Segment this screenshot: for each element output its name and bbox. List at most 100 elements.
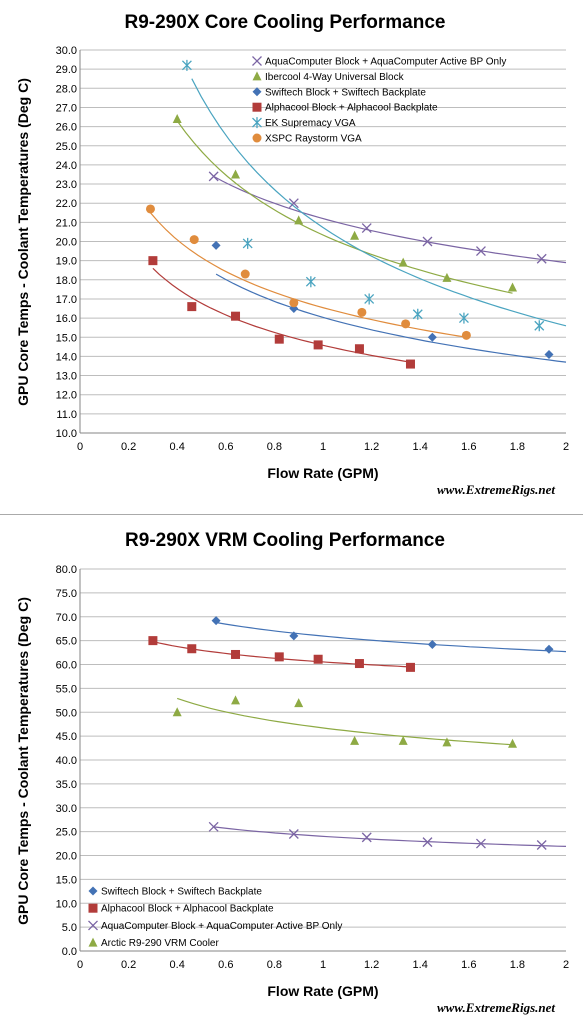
y-tick-label: 40.0: [56, 755, 77, 767]
x-axis-title: Flow Rate (GPM): [267, 983, 378, 999]
y-tick-label: 20.0: [56, 237, 77, 249]
legend-entry-5: EK Supremacy VGA: [265, 118, 356, 129]
core-cooling-chart: R9-290X Core Cooling Performance GPU Cor…: [15, 12, 569, 497]
data-point-series-2: [231, 649, 241, 659]
y-tick-label: 80.0: [56, 564, 77, 576]
legend-entry-4: Alphacool Block + Alphacool Backplate: [265, 103, 438, 114]
y-axis-title: GPU Core Temps - Coolant Temperatures (D…: [15, 597, 31, 925]
data-point-series-4: [508, 738, 518, 748]
data-point-series-1: [289, 631, 299, 641]
x-tick-label: 0.6: [218, 959, 233, 971]
data-point-series-1: [475, 246, 486, 257]
x-tick-label: 1.2: [364, 959, 379, 971]
trendline-series-6: [150, 212, 467, 338]
y-axis-title: GPU Core Temps - Coolant Temperatures (D…: [15, 78, 31, 406]
x-tick-label: 0.2: [121, 959, 136, 971]
x-tick-label: 1.6: [461, 959, 476, 971]
data-point-series-4: [405, 359, 415, 369]
y-tick-label: 0.0: [62, 946, 77, 958]
plot-area: 0.0 5.0 10.0 15.0 20.0 25.0 30.0 35.0 40.0 45.0 50…: [56, 564, 569, 971]
data-point-series-4: [148, 256, 158, 266]
y-tick-label: 19.0: [56, 256, 77, 268]
x-tick-label: 1.8: [510, 441, 525, 453]
y-tick-label: 28.0: [56, 83, 77, 95]
data-point-series-6: [189, 235, 199, 245]
data-point-series-2: [148, 636, 158, 646]
data-point-series-2: [294, 215, 304, 225]
trendline-series-3: [213, 826, 567, 847]
y-tick-label: 30.0: [56, 45, 77, 57]
legend-entry-2: Alphacool Block + Alphacool Backplate: [101, 904, 274, 915]
data-point-series-6: [289, 298, 299, 308]
data-point-series-2: [442, 272, 452, 282]
y-tick-label: 16.0: [56, 313, 77, 325]
data-point-series-3: [475, 838, 486, 849]
legend-marker-3: [88, 920, 98, 931]
data-point-series-4: [442, 737, 452, 747]
legend-marker-4: [88, 937, 98, 947]
y-tick-label: 55.0: [56, 683, 77, 695]
x-tick-label: 1.8: [510, 959, 525, 971]
legend-entry-1: AquaComputer Block + AquaComputer Active…: [265, 57, 506, 68]
y-tick-label: 70.0: [56, 612, 77, 624]
x-tick-label: 1.2: [364, 441, 379, 453]
y-tick-label: 60.0: [56, 660, 77, 672]
y-tick-label: 23.0: [56, 179, 77, 191]
y-tick-label: 35.0: [56, 779, 77, 791]
data-point-series-3: [427, 332, 437, 342]
legend-entry-4: Arctic R9-290 VRM Cooler: [101, 938, 219, 949]
data-point-series-3: [536, 840, 547, 850]
x-tick-label: 0.2: [121, 441, 136, 453]
trendline-series-2: [176, 120, 513, 294]
data-point-series-1: [536, 253, 547, 264]
data-point-series-5: [305, 276, 316, 288]
y-tick-label: 17.0: [56, 294, 77, 306]
y-tick-label: 45.0: [56, 731, 77, 743]
data-point-series-1: [427, 639, 437, 649]
y-tick-label: 20.0: [56, 851, 77, 863]
data-point-series-6: [357, 307, 367, 317]
data-point-series-2: [313, 654, 323, 664]
legend-entry-1: Swiftech Block + Swiftech Backplate: [101, 887, 262, 898]
legend-marker-1: [252, 56, 262, 66]
data-point-series-3: [288, 829, 299, 839]
plot-area: 10.0 11.0 12.0 13.0 14.0 15.0 16.0 17.0 18.0 19.0…: [56, 45, 569, 453]
data-point-series-1: [544, 644, 554, 654]
vrm-cooling-chart: R9-290X VRM Cooling Performance GPU Core…: [15, 530, 569, 1015]
data-point-series-5: [242, 237, 253, 249]
data-point-series-2: [405, 662, 415, 672]
chart-title: R9-290X Core Cooling Performance: [125, 12, 446, 33]
x-tick-label: 0.4: [170, 959, 185, 971]
data-point-series-2: [187, 644, 197, 654]
trendline-series-3: [215, 273, 567, 363]
data-point-series-3: [208, 821, 219, 832]
x-tick-label: 2: [563, 959, 569, 971]
trendline-series-4: [152, 267, 411, 363]
x-tick-label: 1.4: [413, 441, 428, 453]
x-tick-label: 0.8: [267, 959, 282, 971]
data-point-series-2: [172, 113, 182, 123]
x-tick-label: 1.6: [461, 441, 476, 453]
data-point-series-4: [187, 302, 197, 312]
data-point-series-6: [461, 330, 471, 340]
data-point-series-2: [350, 230, 360, 240]
x-tick-label: 1: [320, 441, 326, 453]
y-tick-label: 24.0: [56, 160, 77, 172]
data-point-series-3: [422, 837, 433, 848]
data-point-series-4: [231, 695, 241, 705]
legend-entry-2: Ibercool 4-Way Universal Block: [265, 72, 405, 83]
x-tick-label: 0.6: [218, 441, 233, 453]
legend-marker-4: [252, 102, 262, 112]
data-point-series-2: [231, 169, 241, 179]
x-tick-label: 0.8: [267, 441, 282, 453]
trendline-series-4: [177, 697, 513, 746]
x-tick-label: 0.4: [170, 441, 185, 453]
legend-marker-3: [252, 87, 262, 97]
legend-entry-6: XSPC Raystorm VGA: [265, 134, 362, 145]
y-tick-label: 15.0: [56, 874, 77, 886]
legend-marker-6: [252, 133, 262, 143]
watermark: www.ExtremeRigs.net: [437, 482, 555, 497]
trendline-series-1: [215, 621, 567, 653]
x-axis-title: Flow Rate (GPM): [267, 465, 378, 481]
y-tick-label: 27.0: [56, 102, 77, 114]
